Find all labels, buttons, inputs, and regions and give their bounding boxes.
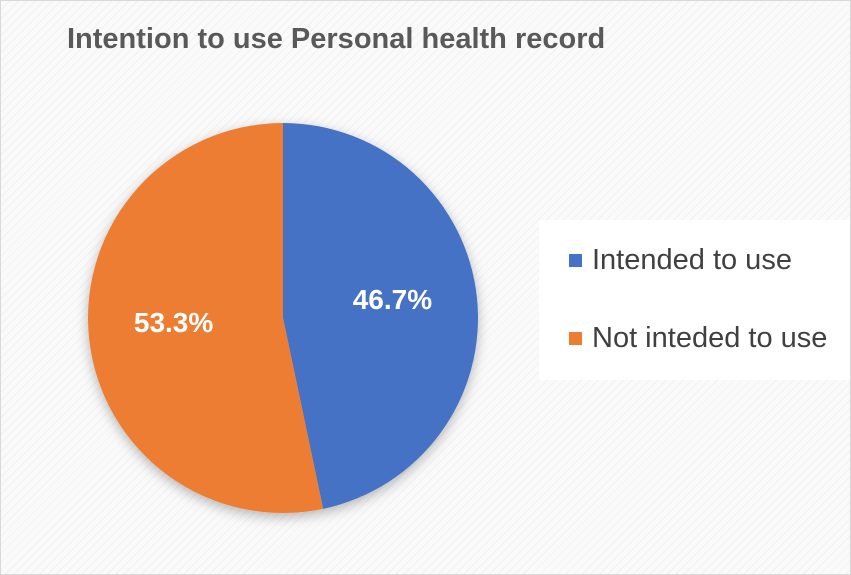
legend: Intended to use Not inteded to use xyxy=(539,220,850,380)
pie-slice-intended xyxy=(283,123,478,509)
pie-label-not-intended: 53.3% xyxy=(134,307,213,338)
legend-item-not-intended: Not inteded to use xyxy=(569,322,827,355)
pie-label-intended: 46.7% xyxy=(353,284,432,315)
legend-swatch-not-intended xyxy=(569,332,582,345)
pie-slice-not-intended xyxy=(87,123,324,514)
legend-swatch-intended xyxy=(569,254,582,267)
legend-item-intended: Intended to use xyxy=(569,244,792,277)
chart-title: Intention to use Personal health record xyxy=(67,23,606,55)
legend-label-not-intended: Not inteded to use xyxy=(592,322,828,354)
legend-label-intended: Intended to use xyxy=(592,244,792,276)
